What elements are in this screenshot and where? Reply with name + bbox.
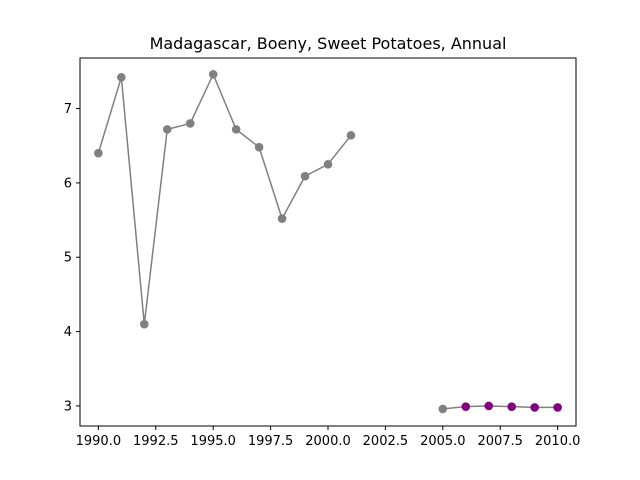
data-point-historical-1991: [117, 73, 126, 82]
data-point-historical-1996: [231, 125, 241, 134]
y-tick-label: 3: [64, 399, 72, 414]
data-point-recent-2010: [553, 403, 562, 412]
data-point-historical-1993: [162, 125, 172, 134]
y-axis: 3 4 5 6 7: [64, 102, 80, 414]
data-point-historical-1992: [140, 319, 149, 329]
x-tick-label: 2005.0: [420, 434, 466, 449]
data-point-historical-1998: [277, 214, 287, 223]
data-point-historical-1995: [208, 70, 218, 79]
x-tick-label: 1990.0: [76, 434, 122, 449]
y-tick-label: 4: [64, 325, 72, 340]
data-point-recent-2009: [530, 403, 539, 412]
chart-title: Madagascar, Boeny, Sweet Potatoes, Annua…: [150, 34, 507, 53]
x-tick-label: 2002.5: [363, 434, 409, 449]
data-point-historical-2001: [346, 131, 356, 140]
x-tick-label: 1995.0: [190, 434, 236, 449]
x-axis: 1990.0 1992.5 1995.0 1997.5 2000.0 2002.5 2005…: [76, 426, 581, 449]
data-point-historical-1999: [300, 171, 310, 181]
y-tick-label: 7: [64, 102, 72, 117]
x-tick-label: 1992.5: [133, 434, 179, 449]
plot-area: [94, 70, 562, 414]
x-tick-label: 2000.0: [305, 434, 351, 449]
x-tick-label: 1997.5: [248, 434, 294, 449]
data-point-recent-2008: [507, 402, 516, 411]
data-point-recent-2005: [438, 404, 448, 414]
data-point-historical-1994: [185, 119, 195, 128]
data-point-recent-2007: [484, 401, 494, 411]
data-point-historical-2000: [323, 160, 333, 169]
y-tick-label: 5: [64, 251, 72, 266]
x-tick-label: 2007.5: [477, 434, 523, 449]
series-line-historical: [97, 72, 352, 325]
data-point-recent-2006: [461, 402, 471, 411]
data-point-historical-1997: [254, 142, 264, 152]
y-tick-label: 6: [64, 176, 72, 191]
x-tick-label: 2010.0: [535, 434, 581, 449]
data-point-historical-1990: [94, 148, 103, 158]
